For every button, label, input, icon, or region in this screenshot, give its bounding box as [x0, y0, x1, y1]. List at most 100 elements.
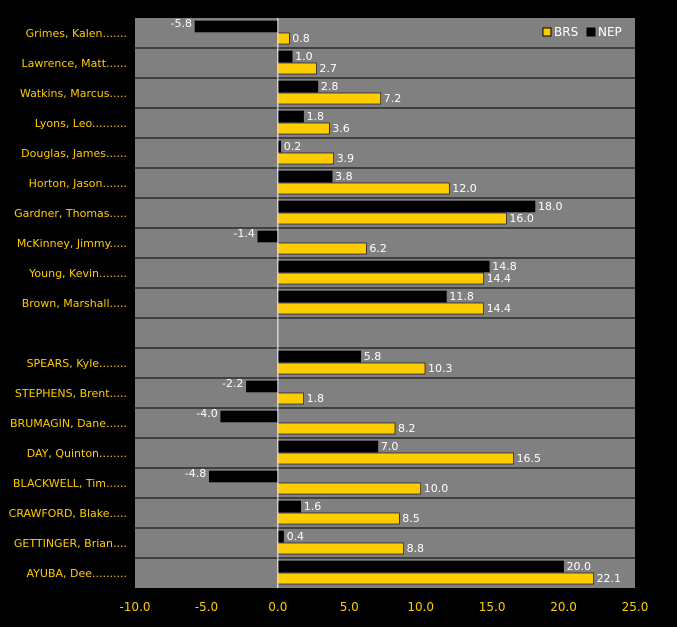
brs-bar [277, 122, 330, 135]
x-tick-label: -10.0 [119, 600, 150, 614]
x-tick-label: -5.0 [195, 600, 218, 614]
nep-bar [277, 560, 564, 573]
x-tick-label: 25.0 [622, 600, 649, 614]
category-label: SPEARS, Kyle........ [27, 357, 127, 370]
category-label: BLACKWELL, Tim...... [13, 477, 127, 490]
brs-bar [277, 512, 400, 525]
x-tick-label: 5.0 [340, 600, 359, 614]
row-dividers [135, 47, 635, 559]
legend-label-nep: NEP [598, 25, 622, 39]
nep-bar [194, 20, 279, 33]
x-tick-label: 20.0 [550, 600, 577, 614]
brs-value-label: 7.2 [384, 92, 402, 105]
x-axis-ticks: -10.0 -5.0 0.0 5.0 10.0 15.0 20.0 25.0 [119, 600, 648, 614]
nep-bar [246, 380, 279, 393]
brs-value-label: 12.0 [452, 182, 477, 195]
brs-value-label: 10.0 [424, 482, 449, 495]
brs-value-label: 22.1 [597, 572, 622, 585]
category-labels: Grimes, Kalen....... Lawrence, Matt......… [9, 27, 127, 580]
brs-value-label: 1.8 [307, 392, 325, 405]
nep-bar [277, 80, 319, 93]
nep-value-label: 0.4 [287, 530, 305, 543]
nep-value-label: 7.0 [381, 440, 399, 453]
brs-bar [277, 452, 514, 465]
brs-bar [277, 182, 450, 195]
category-label: Lyons, Leo.......... [35, 117, 127, 130]
brs-value-label: 8.8 [407, 542, 425, 555]
nep-value-label: 3.8 [335, 170, 353, 183]
nep-value-label: 1.8 [307, 110, 325, 123]
brs-bar [277, 392, 304, 405]
nep-bar [257, 230, 279, 243]
nep-bar [277, 350, 362, 363]
brs-bar [277, 302, 484, 315]
brs-bar [277, 362, 426, 375]
value-labels: -5.8 0.8 1.0 2.7 2.8 7.2 1.8 3.6 0.2 3.9 3.8 12.0 18… [171, 17, 622, 585]
nep-value-label: 1.6 [304, 500, 322, 513]
category-label: Grimes, Kalen....... [26, 27, 127, 40]
category-label: Watkins, Marcus..... [20, 87, 127, 100]
nep-bar [277, 290, 447, 303]
brs-value-label: 16.5 [517, 452, 542, 465]
nep-value-label: -4.8 [185, 467, 206, 480]
brs-bar [277, 32, 290, 45]
brs-value-label: 0.8 [292, 32, 310, 45]
nep-bar [277, 50, 293, 63]
category-label: STEPHENS, Brent..... [15, 387, 127, 400]
brs-bar [277, 62, 317, 75]
brs-bar [277, 242, 367, 255]
nep-value-label: -4.0 [196, 407, 217, 420]
nep-value-label: 11.8 [449, 290, 474, 303]
x-tick-label: 0.0 [268, 600, 287, 614]
category-label: BRUMAGIN, Dane...... [10, 417, 127, 430]
brs-value-label: 3.9 [337, 152, 355, 165]
nep-bar [277, 440, 379, 453]
category-label: Lawrence, Matt...... [21, 57, 127, 70]
brs-bar [277, 272, 484, 285]
nep-bar [277, 110, 304, 123]
nep-value-label: -2.2 [222, 377, 243, 390]
brs-bar [277, 482, 422, 495]
nep-bar [277, 170, 333, 183]
category-label: McKinney, Jimmy..... [17, 237, 127, 250]
bars [194, 20, 594, 585]
brs-value-label: 8.2 [398, 422, 416, 435]
nep-value-label: -1.4 [233, 227, 254, 240]
nep-bar [277, 500, 302, 513]
nep-value-label: 0.2 [284, 140, 302, 153]
brs-value-label: 14.4 [487, 272, 512, 285]
category-label: Brown, Marshall..... [22, 297, 127, 310]
brs-bar [277, 92, 382, 105]
legend-label-brs: BRS [554, 25, 578, 39]
x-tick-label: 15.0 [479, 600, 506, 614]
legend-swatch-brs [542, 27, 552, 37]
x-tick-label: 10.0 [407, 600, 434, 614]
nep-value-label: 1.0 [295, 50, 313, 63]
nep-value-label: 5.8 [364, 350, 382, 363]
nep-value-label: 20.0 [567, 560, 592, 573]
brs-value-label: 8.5 [402, 512, 420, 525]
legend: BRS NEP [542, 25, 622, 39]
brs-bar [277, 212, 507, 225]
brs-value-label: 2.7 [319, 62, 337, 75]
nep-value-label: 2.8 [321, 80, 339, 93]
nep-bar [277, 530, 284, 543]
brs-value-label: 16.0 [509, 212, 534, 225]
brs-bar [277, 152, 334, 165]
brs-bar [277, 422, 396, 435]
category-label: CRAWFORD, Blake..... [9, 507, 127, 520]
brs-bar [277, 572, 594, 585]
category-label: Gardner, Thomas..... [14, 207, 127, 220]
category-label: GETTINGER, Brian.... [14, 537, 127, 550]
brs-value-label: 14.4 [487, 302, 512, 315]
nep-value-label: -5.8 [171, 17, 192, 30]
category-label: Douglas, James...... [21, 147, 127, 160]
nep-bar [208, 470, 279, 483]
nep-value-label: 14.8 [492, 260, 517, 273]
legend-swatch-nep [586, 27, 596, 37]
category-label: Young, Kevin........ [28, 267, 127, 280]
nep-bar [277, 200, 536, 213]
category-label: DAY, Quinton........ [27, 447, 127, 460]
